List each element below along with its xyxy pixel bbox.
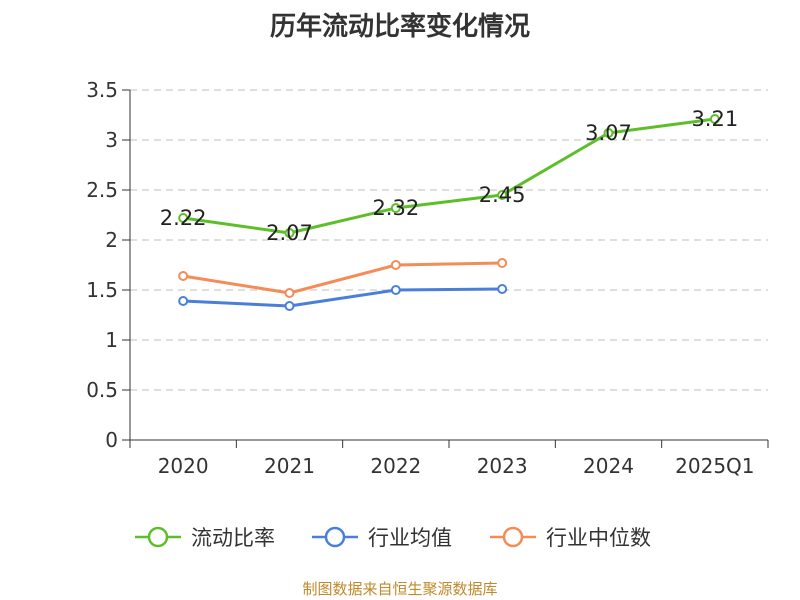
data-source-note: 制图数据来自恒生聚源数据库 xyxy=(302,580,498,598)
axes xyxy=(122,89,769,448)
data-label: 2.45 xyxy=(479,183,526,207)
x-tick-label: 2020 xyxy=(158,454,209,478)
x-tick-labels: 2020 2021 2022 2023 2024 2025Q1 xyxy=(158,454,755,478)
y-tick-label: 2 xyxy=(105,228,118,252)
legend-marker xyxy=(502,526,524,548)
data-point xyxy=(178,271,189,281)
data-point xyxy=(178,296,189,306)
data-point xyxy=(284,228,295,238)
legend-label: 流动比率 xyxy=(191,526,275,550)
y-tick-label: 3.5 xyxy=(86,78,118,102)
series-line-1 xyxy=(183,287,503,308)
data-point xyxy=(284,301,295,311)
data-point xyxy=(178,213,189,223)
data-point xyxy=(603,128,614,138)
data-point xyxy=(390,260,401,270)
y-tick-label: 3 xyxy=(105,128,118,152)
x-tick-label: 2023 xyxy=(477,454,528,478)
legend-label: 行业中位数 xyxy=(546,526,651,550)
legend-item-1[interactable]: 行业均值 xyxy=(312,526,452,550)
y-tick-label: 1.5 xyxy=(86,278,118,302)
data-point xyxy=(709,114,720,124)
y-tick-label: 0 xyxy=(105,428,118,452)
series-line-2 xyxy=(182,261,503,295)
data-label: 2.32 xyxy=(372,196,419,220)
series-line-0 xyxy=(182,117,716,235)
y-tick-labels: 0 0.5 1 1.5 2 2.5 3 3.5 xyxy=(86,78,118,452)
data-label: 3.21 xyxy=(691,107,738,131)
y-tick-label: 0.5 xyxy=(86,378,118,402)
data-label: 3.07 xyxy=(585,121,632,145)
legend-item-0[interactable]: 流动比率 xyxy=(135,526,275,550)
legend-label: 行业均值 xyxy=(368,526,452,550)
chart-title: 历年流动比率变化情况 xyxy=(269,12,530,42)
legend-item-2[interactable]: 行业中位数 xyxy=(490,526,651,550)
x-tick-label: 2024 xyxy=(583,454,634,478)
data-point xyxy=(390,203,401,213)
legend-marker xyxy=(147,526,169,548)
x-tick-label: 2022 xyxy=(370,454,421,478)
y-tick-label: 2.5 xyxy=(86,178,118,202)
y-tick-label: 1 xyxy=(105,328,118,352)
data-point xyxy=(284,288,295,298)
data-point xyxy=(390,285,401,295)
legend: 流动比率 行业均值 行业中位数 xyxy=(135,526,651,550)
x-tick-label: 2021 xyxy=(264,454,315,478)
legend-marker xyxy=(324,526,346,548)
series-lines xyxy=(178,114,720,311)
gridlines xyxy=(130,89,768,391)
x-tick-label: 2025Q1 xyxy=(675,454,754,478)
data-label: 2.07 xyxy=(266,221,313,245)
data-labels: 2.22 2.07 2.32 2.45 3.07 3.21 xyxy=(160,107,738,245)
data-point xyxy=(497,284,508,294)
data-point xyxy=(497,190,508,200)
data-label: 2.22 xyxy=(160,206,207,230)
data-point xyxy=(497,258,508,268)
